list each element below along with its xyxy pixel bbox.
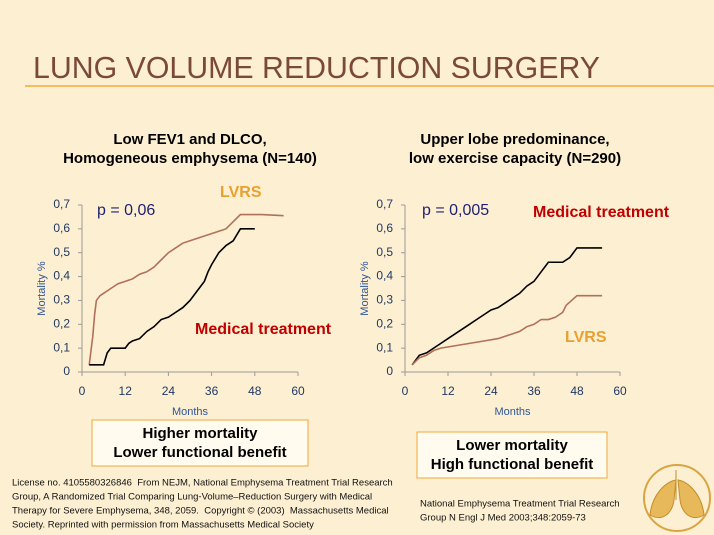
annotation: p = 0,06 — [97, 202, 155, 219]
box-text: Lower functional benefit — [113, 444, 286, 461]
series-line — [411, 294, 603, 366]
license-line: Therapy for Severe Emphysema, 348, 2059.… — [12, 506, 389, 517]
y-tick-label: 0,7 — [376, 197, 393, 211]
series-line — [411, 247, 603, 366]
series-label: LVRS — [565, 329, 607, 346]
y-tick-label: 0,7 — [53, 197, 70, 211]
y-tick-label: 0,4 — [376, 269, 393, 283]
x-tick-label: 60 — [613, 384, 627, 398]
y-tick-label: 0,6 — [376, 221, 393, 235]
logo — [643, 464, 711, 532]
y-tick-label: 0,1 — [53, 340, 70, 354]
chart-title: Low FEV1 and DLCO, — [113, 131, 266, 148]
y-tick-label: 0,1 — [376, 340, 393, 354]
slide-title: LUNG VOLUME REDUCTION SURGERY — [33, 50, 600, 85]
y-tick-label: 0 — [63, 364, 70, 378]
annotation: p = 0,005 — [422, 202, 489, 219]
y-tick-label: 0 — [386, 364, 393, 378]
x-tick-label: 12 — [441, 384, 455, 398]
license-line: Group, A Randomized Trial Comparing Lung… — [12, 492, 372, 503]
series-label: Medical treatment — [195, 321, 332, 338]
citation-line: Group N Engl J Med 2003;348:2059-73 — [420, 513, 586, 524]
y-tick-label: 0,2 — [53, 316, 70, 330]
chart-title: low exercise capacity (N=290) — [409, 150, 621, 167]
y-tick-label: 0,2 — [376, 316, 393, 330]
box — [416, 431, 608, 479]
x-tick-label: 36 — [527, 384, 541, 398]
x-tick-label: 0 — [79, 384, 86, 398]
series-line — [89, 228, 255, 366]
chart-title: Homogeneous emphysema (N=140) — [63, 150, 317, 167]
y-tick-label: 0,5 — [53, 245, 70, 259]
x-axis-label: Months — [494, 406, 531, 418]
y-tick-label: 0,5 — [376, 245, 393, 259]
license-line: License no. 4105580326846 From NEJM, Nat… — [12, 478, 393, 489]
series-label: Medical treatment — [533, 204, 670, 221]
series-line — [88, 213, 284, 365]
citation-line: National Emphysema Treatment Trial Resea… — [420, 499, 620, 510]
y-tick-label: 0,3 — [376, 293, 393, 307]
box-text: Lower mortality — [456, 437, 568, 454]
license: License no. 4105580326846 From NEJM, Nat… — [12, 478, 393, 531]
box-text: Higher mortality — [142, 425, 258, 442]
y-axis-label: Mortality % — [36, 261, 48, 316]
y-tick-label: 0,3 — [53, 293, 70, 307]
box — [91, 419, 309, 467]
x-tick-label: 0 — [402, 384, 409, 398]
y-axis-label: Mortality % — [359, 261, 371, 316]
y-tick-label: 0,4 — [53, 269, 70, 283]
license-line: Society. Reprinted with permission from … — [12, 520, 314, 531]
x-tick-label: 24 — [162, 384, 176, 398]
x-tick-label: 48 — [248, 384, 262, 398]
chart-title: Upper lobe predominance, — [420, 131, 609, 148]
y-tick-label: 0,6 — [53, 221, 70, 235]
box-text: High functional benefit — [431, 456, 594, 473]
series-label: LVRS — [220, 184, 262, 201]
x-tick-label: 24 — [484, 384, 498, 398]
x-tick-label: 12 — [119, 384, 133, 398]
x-tick-label: 48 — [570, 384, 584, 398]
x-tick-label: 36 — [205, 384, 219, 398]
x-axis-label: Months — [172, 406, 209, 418]
x-tick-label: 60 — [291, 384, 305, 398]
